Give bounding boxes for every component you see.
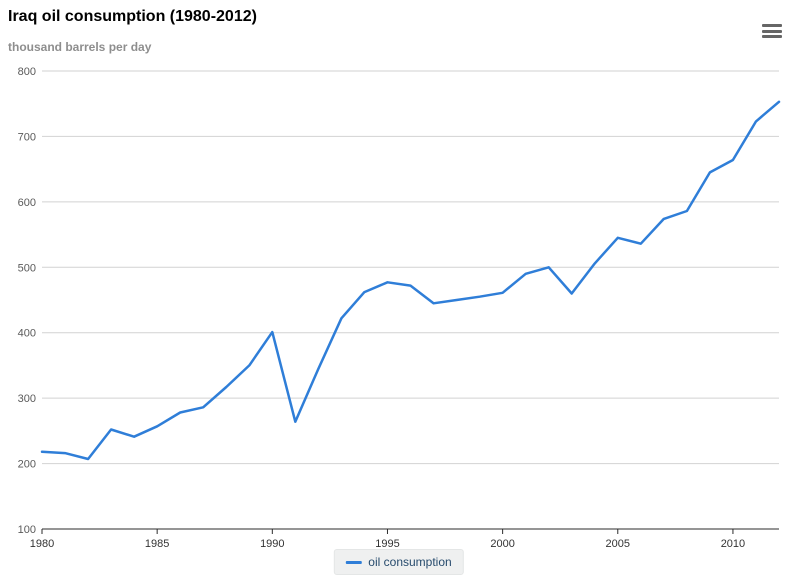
- hamburger-menu-icon[interactable]: [762, 24, 782, 38]
- legend-line-swatch: [345, 560, 362, 564]
- series-line-oil-consumption[interactable]: [40, 100, 781, 461]
- legend-item-oil-consumption[interactable]: oil consumption: [333, 549, 464, 575]
- chart-subtitle: thousand barrels per day: [8, 40, 152, 54]
- x-axis-label: 2005: [606, 538, 630, 550]
- y-axis-label: 200: [18, 459, 36, 471]
- y-axis-label: 700: [18, 131, 36, 143]
- y-axis-label: 100: [18, 524, 36, 536]
- y-axis-label: 500: [18, 262, 36, 274]
- x-axis-label: 2000: [490, 538, 514, 550]
- legend-label: oil consumption: [368, 555, 452, 569]
- hamburger-bar: [762, 29, 782, 33]
- x-axis-label: 1985: [145, 538, 169, 550]
- hamburger-bar: [762, 24, 782, 27]
- chart-title: Iraq oil consumption (1980-2012): [8, 8, 257, 25]
- x-axis-label: 1995: [375, 538, 399, 550]
- x-axis-label: 1980: [30, 538, 54, 550]
- hamburger-bar: [762, 35, 782, 38]
- y-axis-label: 400: [18, 328, 36, 340]
- y-axis-label: 800: [18, 66, 36, 78]
- x-axis-label: 2010: [721, 538, 745, 550]
- y-axis-label: 600: [18, 197, 36, 209]
- y-axis-label: 300: [18, 393, 36, 405]
- x-axis-label: 1990: [260, 538, 284, 550]
